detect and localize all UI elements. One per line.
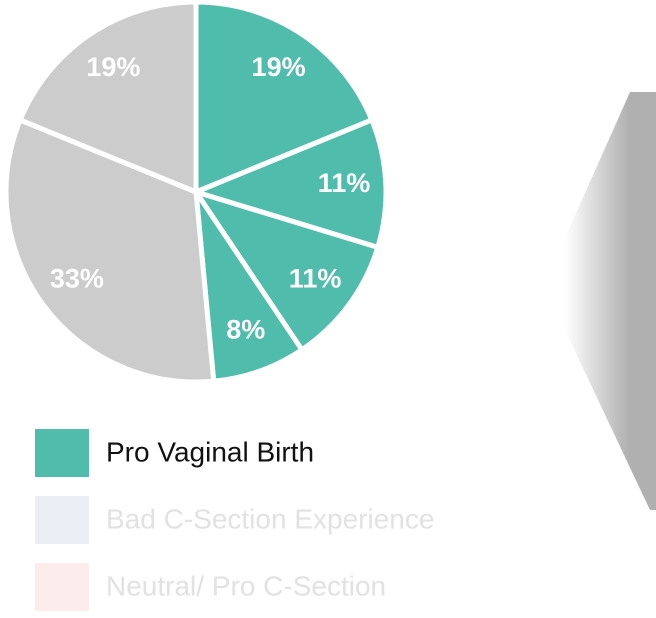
- legend-label: Bad C-Section Experience: [106, 503, 434, 534]
- pie-slice: [3, 116, 217, 385]
- data-label: 33%: [50, 263, 104, 293]
- data-label: 11%: [318, 168, 371, 198]
- legend-swatch: [35, 496, 89, 544]
- legend-swatch: [35, 563, 89, 611]
- data-label: 11%: [289, 263, 342, 293]
- data-label: 8%: [226, 315, 265, 345]
- data-label: 19%: [252, 52, 306, 82]
- data-label: 19%: [86, 52, 140, 82]
- legend-label: Pro Vaginal Birth: [106, 436, 314, 467]
- legend-swatch: [35, 429, 89, 477]
- pie-slice: [16, 0, 199, 196]
- legend-label: Neutral/ Pro C-Section: [106, 570, 386, 601]
- decor-shape: [565, 92, 656, 510]
- pie-slice: [193, 0, 376, 196]
- pie-slice: [188, 116, 389, 251]
- pie-slice: [190, 187, 381, 354]
